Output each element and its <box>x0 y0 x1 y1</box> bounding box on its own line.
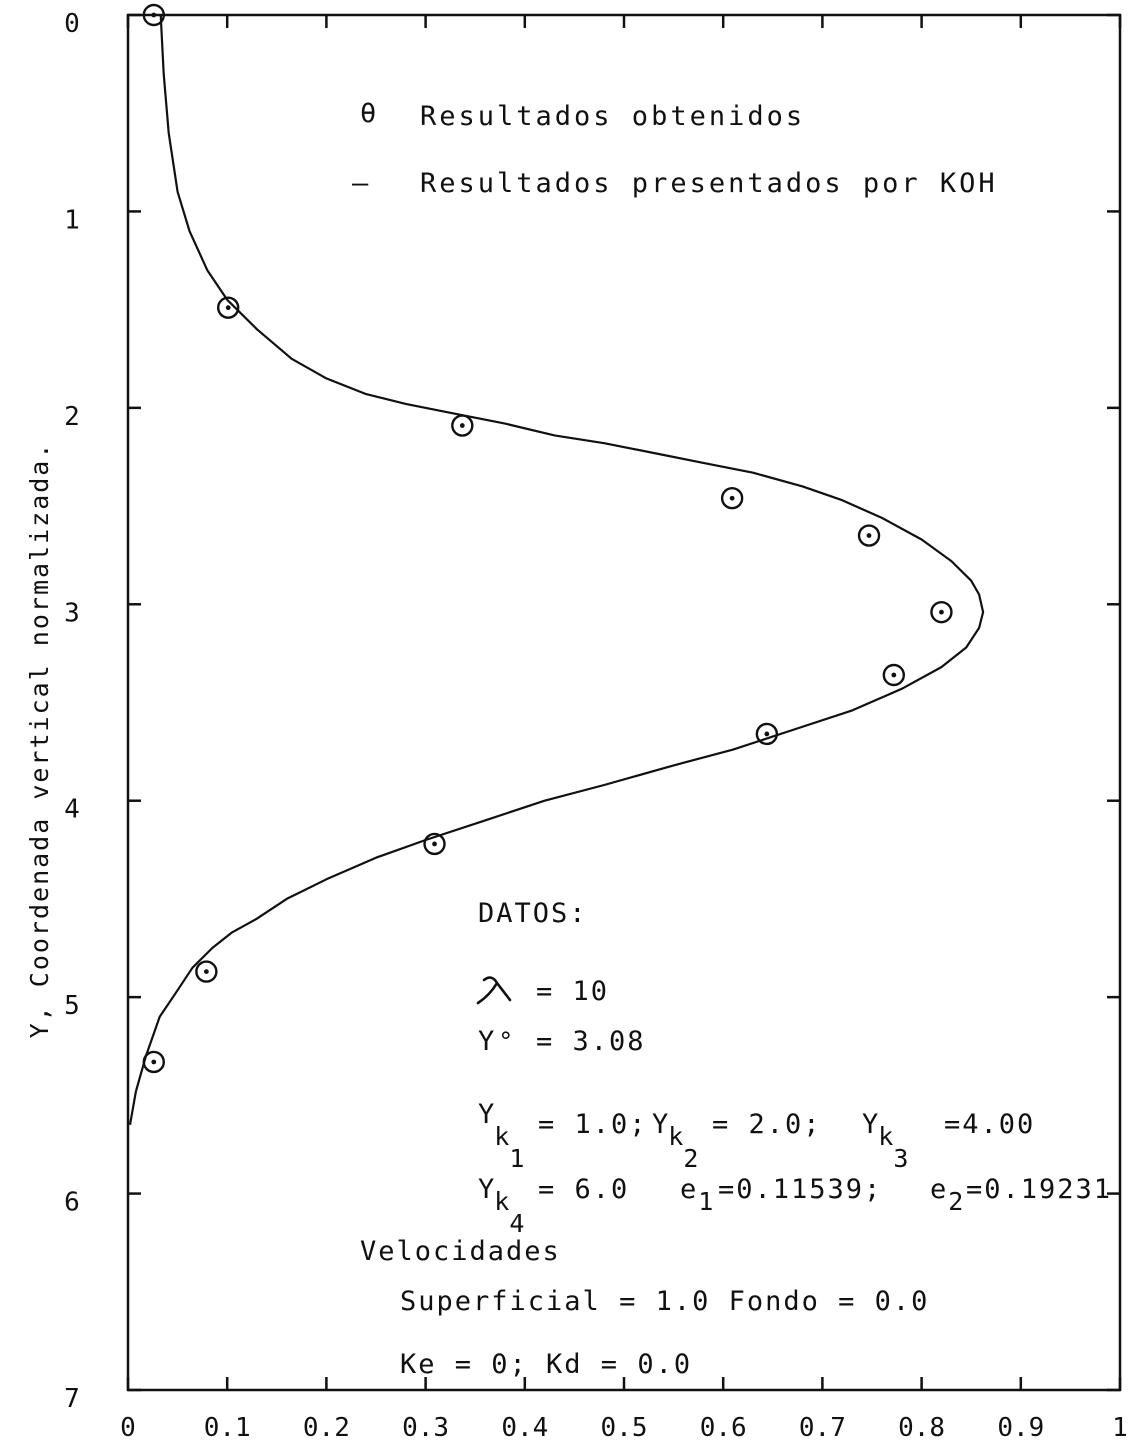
legend-symbol-line: — <box>352 168 371 199</box>
yk2-symbol: Yk 2 <box>652 1109 700 1173</box>
x-tick-label: 0.4 <box>501 1413 548 1443</box>
yk3-symbol: Yk 3 <box>862 1109 910 1173</box>
e1-symbol: e1 <box>680 1174 715 1216</box>
legend-symbol-points: θ <box>360 98 379 129</box>
e2-symbol: e2 <box>930 1174 965 1216</box>
x-tick-label: 0.1 <box>204 1413 251 1443</box>
yk2-value: = 2.0; <box>712 1109 822 1140</box>
data-point <box>720 487 744 510</box>
y-tick-label: 4 <box>64 795 80 825</box>
legend-label-line: Resultados presentados por KOH <box>420 168 998 199</box>
annotation-heading: DATOS: <box>478 898 588 929</box>
series-points-obtained <box>142 3 953 1074</box>
data-point <box>755 722 779 746</box>
x-tick-label: 0.3 <box>402 1413 449 1443</box>
y-tick-labels: 0 1 2 3 4 5 6 7 <box>64 9 80 1414</box>
annotation-velocidades: Velocidades <box>360 1236 561 1267</box>
y-tick-label: 6 <box>64 1188 80 1218</box>
data-point <box>142 3 165 27</box>
x-tick-label: 0.2 <box>303 1413 350 1443</box>
annotation-lambda: = 10 <box>536 976 609 1007</box>
legend-label-points: Resultados obtenidos <box>420 101 805 132</box>
x-tick-labels: 0 0.1 0.2 0.3 0.4 0.5 0.6 0.7 0.8 0.9 1 <box>120 1413 1128 1443</box>
tick-marks <box>126 13 1122 1392</box>
yk1-value: = 1.0; <box>538 1109 648 1140</box>
x-tick-label: 1 <box>1112 1413 1128 1443</box>
yk3-value: =4.00 <box>944 1109 1035 1140</box>
e1-value: =0.11539; <box>718 1174 882 1205</box>
data-point <box>195 960 218 983</box>
series-line-koh <box>128 14 985 1125</box>
data-point <box>216 296 240 319</box>
x-tick-label: 0.5 <box>601 1413 648 1443</box>
data-point <box>451 414 474 437</box>
yk4-symbol: Yk 4 <box>478 1174 526 1238</box>
y-axis-label: Y, Coordenada vertical normalizada. <box>25 442 54 1039</box>
e2-value: =0.19231 <box>966 1174 1112 1205</box>
y-tick-label: 2 <box>64 402 80 432</box>
data-point <box>857 524 881 547</box>
lambda-symbol <box>476 976 512 1005</box>
x-tick-label: 0.8 <box>898 1413 945 1443</box>
x-tick-label: 0.9 <box>997 1413 1044 1443</box>
data-point <box>930 600 953 624</box>
y-tick-label: 1 <box>64 205 80 235</box>
annotation-y0: = 3.08 <box>536 1026 646 1057</box>
y-tick-label: 5 <box>64 991 80 1021</box>
y-tick-label: 3 <box>64 598 80 628</box>
yk4-value: = 6.0 <box>538 1174 629 1205</box>
data-point <box>423 832 446 856</box>
y-tick-label: 0 <box>64 9 80 39</box>
x-tick-label: 0.7 <box>799 1413 846 1443</box>
annotation-ke-kd: Ke = 0; Kd = 0.0 <box>400 1349 692 1380</box>
data-point <box>142 1050 165 1074</box>
legend: θ Resultados obtenidos — Resultados pres… <box>352 98 998 199</box>
annotation-superficial: Superficial = 1.0 Fondo = 0.0 <box>400 1286 929 1317</box>
x-tick-label: 0 <box>120 1413 136 1443</box>
y-tick-label: 7 <box>64 1384 80 1414</box>
annotation-y0-symbol: Y° <box>478 1026 515 1057</box>
data-point <box>882 663 906 687</box>
x-tick-label: 0.6 <box>700 1413 747 1443</box>
